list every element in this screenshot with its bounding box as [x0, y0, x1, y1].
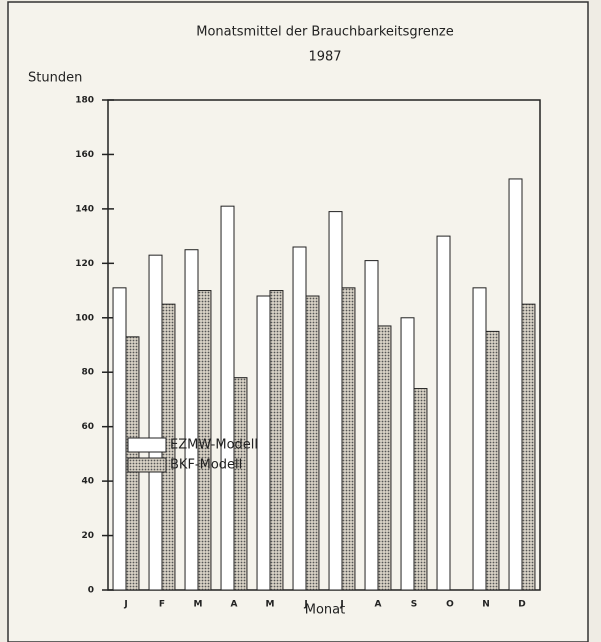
x-tick-label: M	[194, 600, 203, 610]
x-tick-label: O	[446, 600, 454, 610]
y-axis-label: Stunden	[28, 71, 82, 86]
x-tick-label: A	[231, 600, 238, 610]
bar	[269, 290, 284, 591]
y-tick-label: 100	[75, 313, 94, 323]
bar	[400, 317, 415, 591]
y-tick-label: 20	[81, 531, 94, 541]
bar	[197, 290, 212, 591]
x-tick-label: A	[375, 600, 382, 610]
bar	[413, 388, 428, 591]
y-tick-label: 140	[75, 204, 94, 214]
legend-label: BKF-Modell	[170, 458, 242, 473]
y-tick-label: 60	[81, 422, 94, 432]
bar	[233, 377, 248, 591]
x-tick-label: M	[266, 600, 275, 610]
chart-subtitle: 1987	[308, 50, 341, 65]
plot-frame	[107, 99, 541, 591]
x-axis-label: Monat	[305, 603, 345, 618]
x-tick-label: N	[482, 600, 490, 610]
x-tick-label: S	[411, 600, 417, 610]
y-tick-label: 40	[81, 477, 94, 487]
bar	[364, 260, 379, 591]
y-tick-label: 160	[75, 150, 94, 160]
bar	[521, 303, 536, 591]
bar	[256, 295, 271, 591]
bar	[184, 249, 199, 591]
x-tick-label: J	[123, 600, 127, 610]
x-tick-label: J	[339, 600, 343, 610]
legend-swatch	[127, 457, 167, 473]
y-tick-label: 120	[75, 259, 94, 269]
bar	[220, 205, 235, 591]
y-tick-label: 0	[88, 586, 94, 596]
bar	[341, 287, 356, 591]
x-tick-label: D	[518, 600, 525, 610]
bar	[436, 235, 451, 591]
bar	[472, 287, 487, 591]
bar	[148, 254, 163, 591]
bar	[292, 246, 307, 591]
bar	[328, 211, 343, 591]
y-tick-label: 180	[75, 96, 94, 106]
bar	[112, 287, 127, 591]
legend-swatch	[127, 437, 167, 453]
y-tick-label: 80	[81, 368, 94, 378]
bar	[508, 178, 523, 591]
bar	[377, 325, 392, 591]
bar	[305, 295, 320, 591]
legend-label: EZMW-Modell	[170, 438, 258, 453]
x-tick-label: F	[159, 600, 165, 610]
chart-title: Monatsmittel der Brauchbarkeitsgrenze	[196, 25, 454, 40]
bar	[485, 330, 500, 591]
x-tick-label: J	[303, 600, 307, 610]
